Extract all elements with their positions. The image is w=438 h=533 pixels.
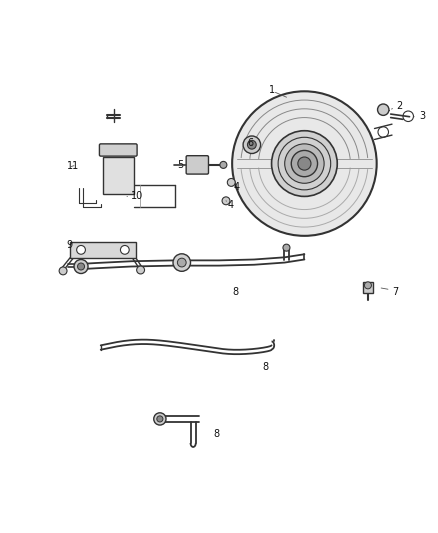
Text: 5: 5 bbox=[177, 160, 184, 170]
Circle shape bbox=[173, 254, 191, 271]
Text: 9: 9 bbox=[67, 240, 73, 251]
Text: 6: 6 bbox=[247, 138, 254, 148]
FancyBboxPatch shape bbox=[70, 243, 136, 258]
Text: 7: 7 bbox=[392, 287, 398, 297]
Text: 8: 8 bbox=[214, 429, 220, 439]
Text: 3: 3 bbox=[420, 111, 426, 122]
Circle shape bbox=[74, 260, 88, 273]
Circle shape bbox=[77, 246, 85, 254]
FancyBboxPatch shape bbox=[99, 144, 137, 156]
Circle shape bbox=[378, 104, 389, 115]
Circle shape bbox=[157, 416, 163, 422]
Circle shape bbox=[285, 144, 324, 183]
Text: 11: 11 bbox=[67, 161, 79, 171]
FancyBboxPatch shape bbox=[186, 156, 208, 174]
Text: 1: 1 bbox=[269, 85, 276, 95]
Text: 8: 8 bbox=[232, 287, 238, 297]
Circle shape bbox=[137, 266, 145, 274]
Circle shape bbox=[227, 179, 235, 187]
Circle shape bbox=[59, 267, 67, 275]
Circle shape bbox=[177, 258, 186, 267]
Circle shape bbox=[298, 157, 311, 170]
Circle shape bbox=[120, 246, 129, 254]
Circle shape bbox=[220, 161, 227, 168]
Circle shape bbox=[247, 140, 256, 149]
FancyBboxPatch shape bbox=[363, 282, 373, 293]
Text: 4: 4 bbox=[228, 200, 234, 210]
Text: 4: 4 bbox=[233, 182, 240, 192]
Text: 2: 2 bbox=[396, 101, 403, 111]
Text: 10: 10 bbox=[131, 190, 143, 200]
Circle shape bbox=[283, 244, 290, 251]
Circle shape bbox=[78, 263, 85, 270]
Circle shape bbox=[272, 131, 337, 197]
Circle shape bbox=[154, 413, 166, 425]
Circle shape bbox=[291, 150, 318, 177]
FancyBboxPatch shape bbox=[103, 157, 134, 194]
Circle shape bbox=[364, 282, 371, 289]
Circle shape bbox=[243, 136, 261, 154]
Text: 8: 8 bbox=[262, 362, 268, 372]
Circle shape bbox=[232, 91, 377, 236]
Circle shape bbox=[222, 197, 230, 205]
